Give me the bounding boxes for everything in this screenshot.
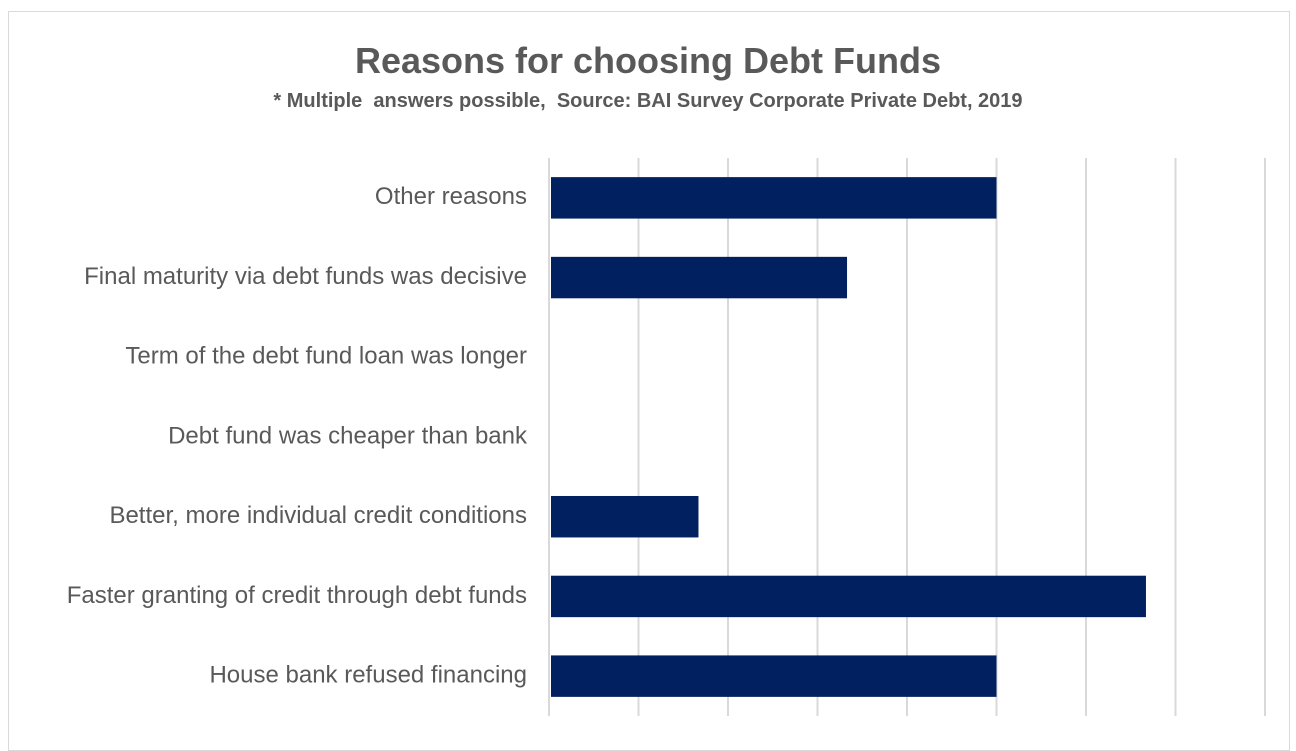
category-labels: Other reasons Final maturity via debt fun… (67, 183, 528, 688)
bars (551, 177, 1146, 697)
category-label: House bank refused financing (209, 661, 527, 688)
chart-frame (8, 11, 1290, 751)
bar (551, 575, 1146, 618)
chart-subtitle: * Multiple answers possible, Source: BAI… (273, 90, 1023, 112)
category-label: Final maturity via debt funds was decisi… (84, 263, 527, 290)
chart-title: Reasons for choosing Debt Funds (354, 40, 942, 81)
gridlines (548, 158, 1266, 716)
category-label: Faster granting of credit through debt f… (67, 582, 527, 609)
category-label: Other reasons (375, 183, 527, 210)
bar (551, 177, 997, 219)
category-label: Term of the debt fund loan was longer (125, 343, 527, 370)
category-label: Debt fund was cheaper than bank (168, 422, 528, 449)
category-label: Better, more individual credit condition… (109, 502, 527, 529)
bar (551, 256, 848, 299)
bar (551, 495, 699, 538)
bar (551, 655, 997, 697)
